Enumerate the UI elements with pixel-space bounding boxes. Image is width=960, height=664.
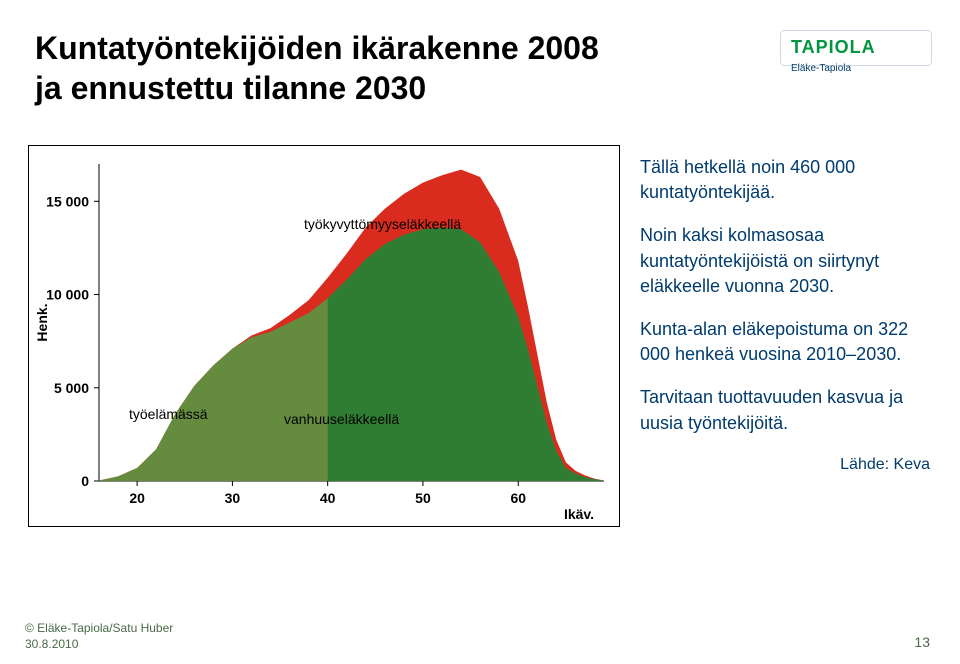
chart-label-oldage: vanhuuseläkkeellä [284,411,399,427]
source-label: Lähde: Keva [640,454,930,476]
title-line-2: ja ennustettu tilanne 2030 [35,70,426,106]
footer-date: 30.8.2010 [25,636,173,652]
svg-text:30: 30 [225,490,241,506]
svg-text:60: 60 [510,490,526,506]
footer-copyright: © Eläke-Tapiola/Satu Huber [25,620,173,636]
svg-text:20: 20 [129,490,145,506]
side-paragraph-4: Tarvitaan tuottavuuden kasvua ja uusia t… [640,385,930,435]
side-text-block: Tällä hetkellä noin 460 000 kuntatyöntek… [640,155,930,476]
chart-label-inwork: työelämässä [129,406,208,422]
footer-left: © Eläke-Tapiola/Satu Huber 30.8.2010 [25,620,173,652]
brand-logo: TAPIOLA Eläke-Tapiola [780,30,930,80]
side-paragraph-1: Tällä hetkellä noin 460 000 kuntatyöntek… [640,155,930,205]
svg-text:40: 40 [320,490,336,506]
svg-text:5 000: 5 000 [54,380,89,396]
footer-page-number: 13 [914,634,930,650]
svg-text:10 000: 10 000 [46,287,89,303]
age-distribution-chart: 0 5 000 10 000 15 000 20 30 40 50 60 Henk. Ikäv. t… [28,145,620,527]
svg-text:15 000: 15 000 [46,193,89,209]
title-line-1: Kuntatyöntekijöiden ikärakenne 2008 [35,30,599,66]
svg-text:Ikäv.: Ikäv. [564,506,594,522]
chart-svg: 0 5 000 10 000 15 000 20 30 40 50 60 Henk. Ikäv. [29,146,619,526]
svg-text:50: 50 [415,490,431,506]
svg-text:0: 0 [81,473,89,489]
svg-text:Henk.: Henk. [34,303,50,341]
side-paragraph-2: Noin kaksi kolmasosaa kuntatyöntekijöist… [640,223,930,299]
logo-subtitle: Eläke-Tapiola [781,63,861,78]
logo-brand-text: TAPIOLA [781,31,886,58]
side-paragraph-3: Kunta-alan eläkepoistuma on 322 000 henk… [640,317,930,367]
chart-label-disability: työkyvyttömyyseläkkeellä [304,216,461,232]
page-title: Kuntatyöntekijöiden ikärakenne 2008 ja e… [35,28,599,108]
